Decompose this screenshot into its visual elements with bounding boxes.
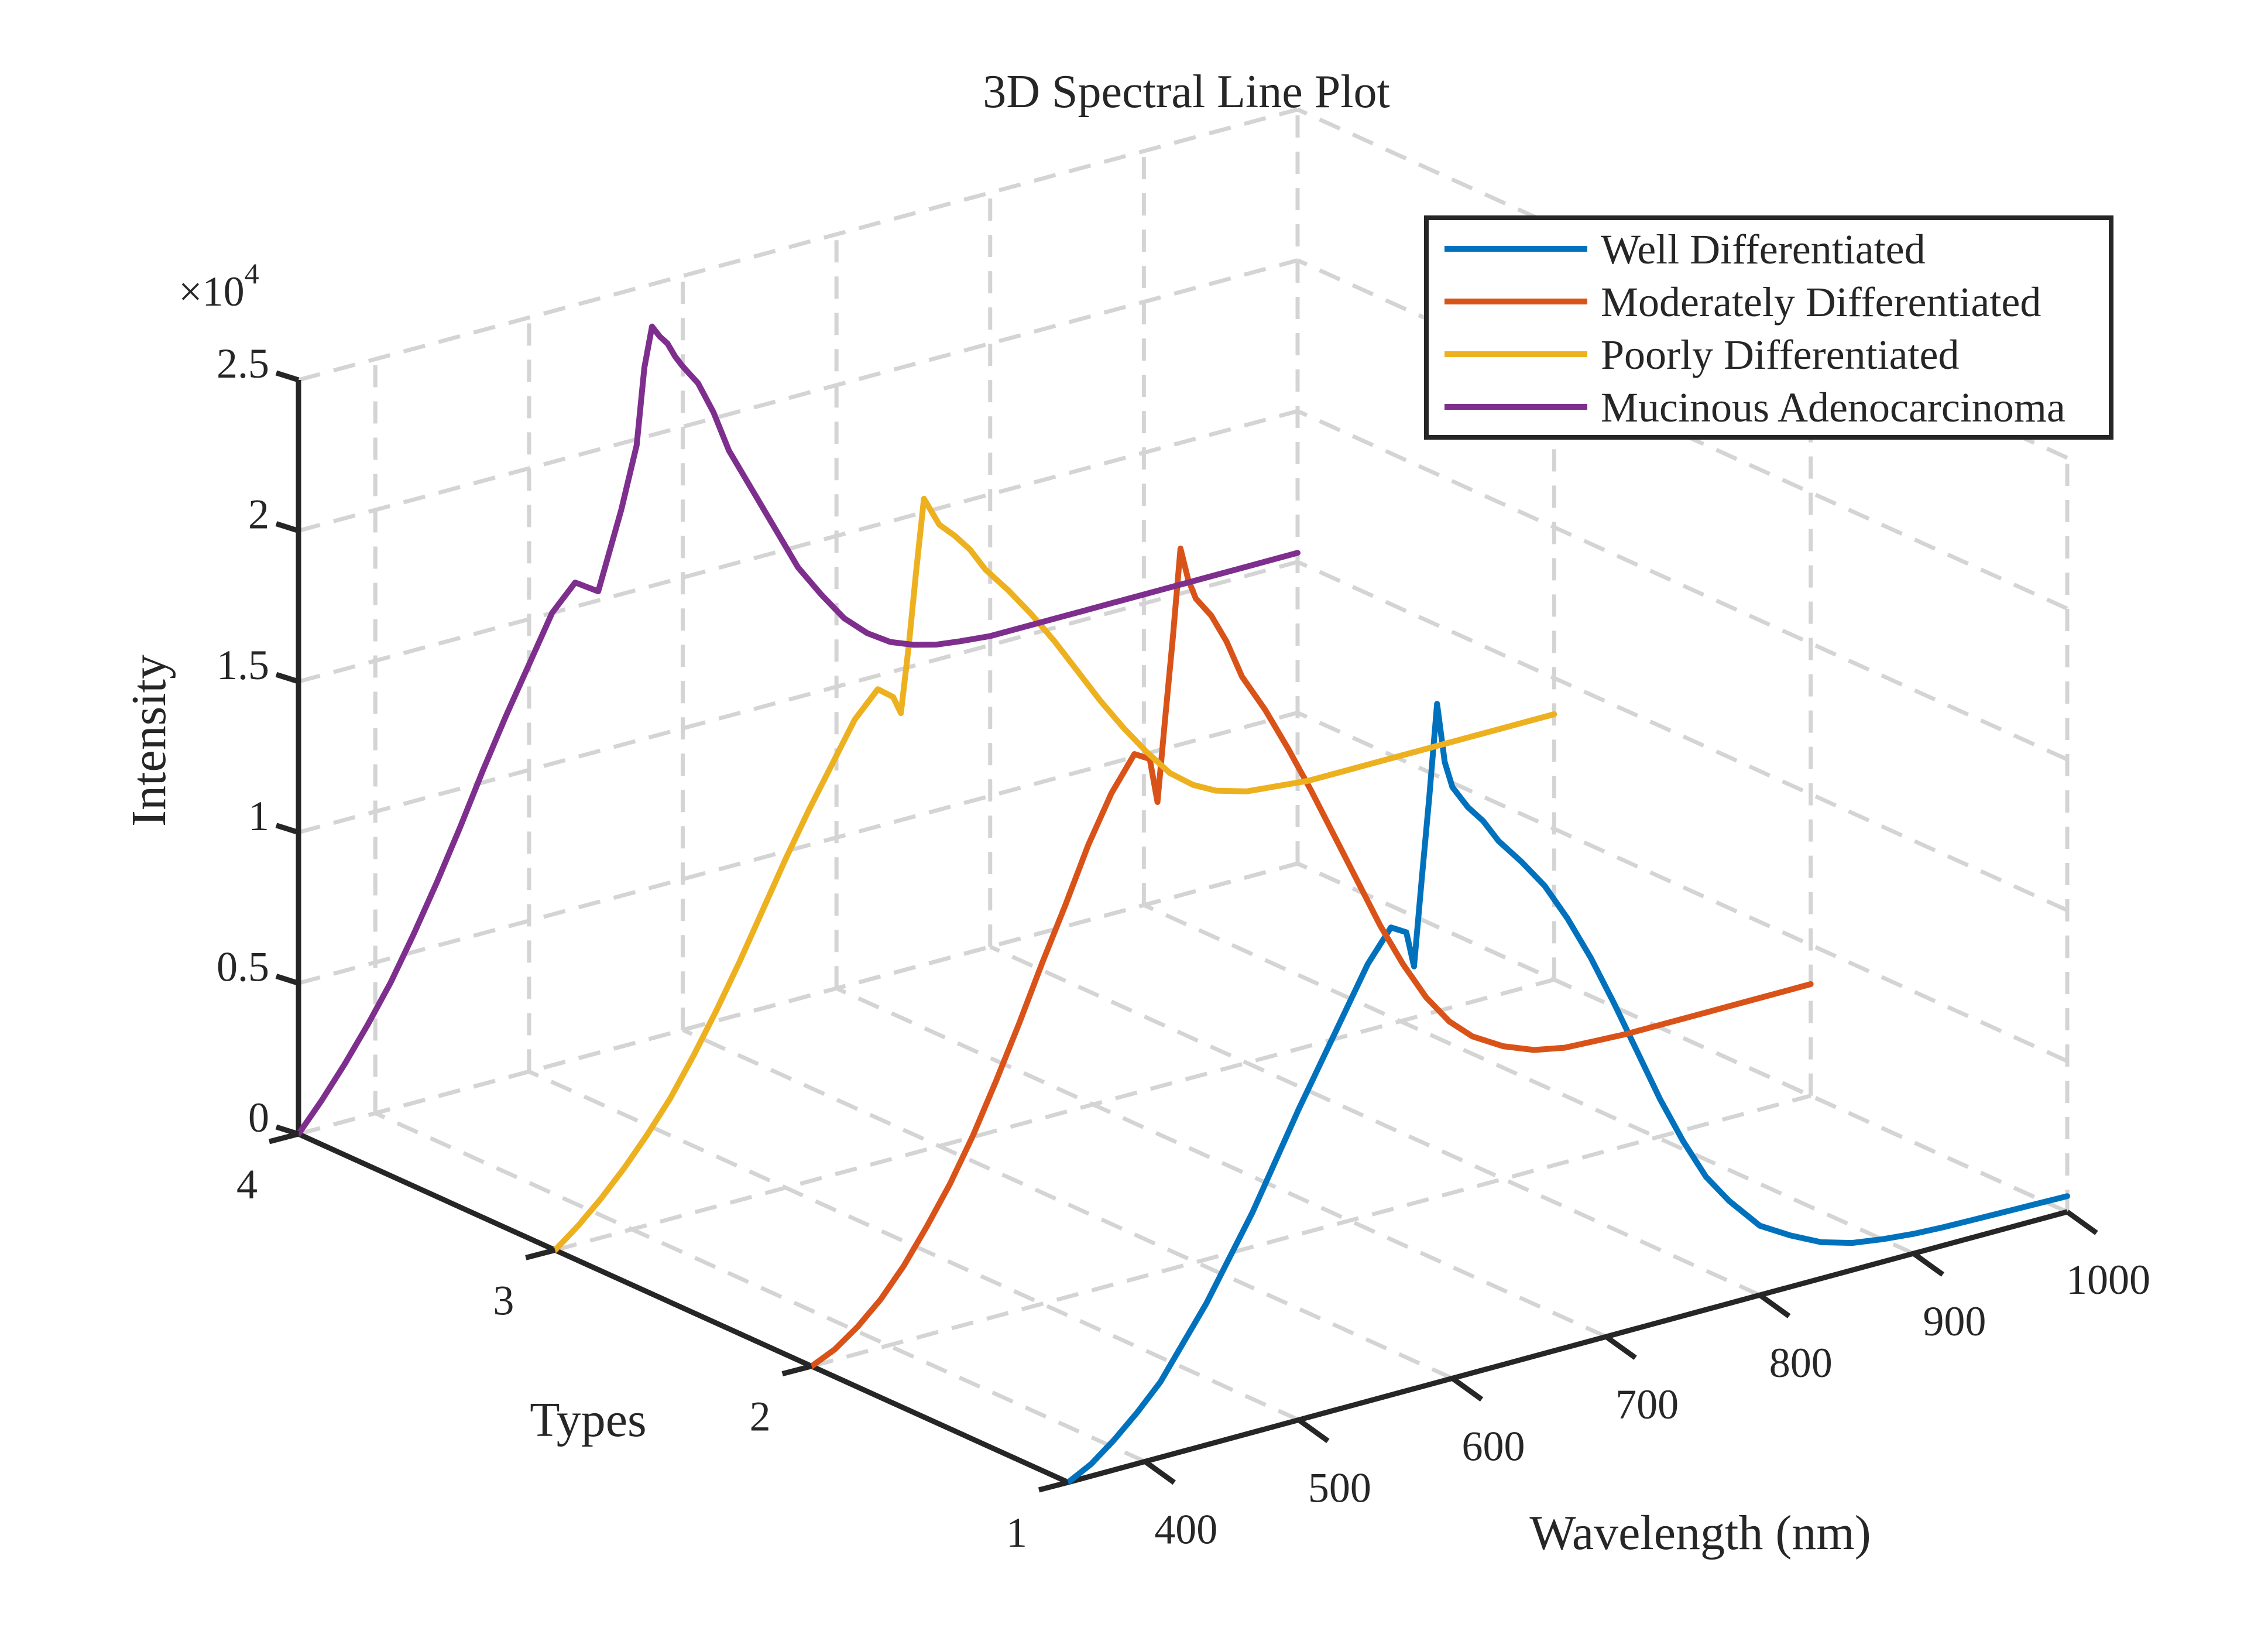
z-tick-mark <box>275 1124 300 1137</box>
y-tick-mark <box>781 1363 812 1377</box>
z-tick-mark <box>275 370 300 383</box>
grid-line-side-z <box>1296 409 2068 762</box>
chart-title: 3D Spectral Line Plot <box>983 66 1389 118</box>
z-tick-label: 2.5 <box>217 340 269 387</box>
grid-line-back-z <box>298 409 1298 684</box>
x-tick-mark <box>1297 1417 1330 1444</box>
x-tick-label: 700 <box>1615 1381 1679 1428</box>
legend: Well Differentiated Moderately Differenti… <box>1424 215 2113 440</box>
y-tick-mark <box>268 1131 300 1145</box>
x-tick-label: 800 <box>1769 1339 1833 1386</box>
grid-line-floor-y <box>811 1094 1811 1369</box>
x-axis-line <box>1067 1209 2068 1485</box>
z-tick-label: 0 <box>248 1094 269 1141</box>
z-exponent-base: ×10 <box>179 268 245 315</box>
grid-line-floor-x <box>1142 903 1914 1256</box>
x-tick-mark <box>1758 1293 1791 1318</box>
grid-line-floor-y <box>554 977 1555 1252</box>
x-tick-mark <box>1604 1334 1637 1360</box>
tick-labels: 400 500 600 700 800 900 1000 1 2 3 4 0 0.5 1 1.5 2 2.5 <box>217 340 2150 1556</box>
grid-line-floor-x <box>989 944 1761 1297</box>
x-tick-mark <box>1912 1251 1945 1277</box>
x-axis-label: Wavelength (nm) <box>1529 1506 1871 1560</box>
z-tick-label: 1 <box>248 793 269 840</box>
grid-line-floor-x <box>374 1111 1146 1464</box>
series-line-2 <box>808 545 1814 1369</box>
y-tick-label: 1 <box>1006 1509 1027 1556</box>
grid-line-back-z <box>298 560 1298 835</box>
y-tick-mark <box>1038 1479 1069 1493</box>
grid-line-side-z <box>1296 107 2068 460</box>
grid-line-back-z <box>298 107 1298 382</box>
z-tick-label: 0.5 <box>217 943 269 990</box>
y-tick-label: 2 <box>750 1393 771 1440</box>
z-exponent-label: ×104 <box>179 257 259 315</box>
z-exponent-power: 4 <box>245 257 259 290</box>
y-axis-line <box>297 1131 1069 1485</box>
grid-line-back-z <box>298 861 1298 1136</box>
legend-label: Poorly Differentiated <box>1601 331 1960 378</box>
x-tick-mark <box>1450 1376 1484 1402</box>
grid-line-floor-x <box>835 986 1607 1339</box>
x-tick-label: 1000 <box>2066 1256 2150 1303</box>
z-tick-mark <box>275 521 300 533</box>
grid-line-side-z <box>1296 861 2068 1214</box>
legend-label: Moderately Differentiated <box>1601 279 2041 326</box>
grid-line-back-z <box>298 711 1298 985</box>
x-tick-label: 400 <box>1154 1506 1217 1553</box>
legend-label: Well Differentiated <box>1601 226 1926 273</box>
grid-line-floor-x <box>682 1028 1453 1380</box>
series-line-3 <box>552 495 1557 1253</box>
x-tick-label: 600 <box>1462 1423 1525 1469</box>
z-tick-mark <box>275 671 300 684</box>
legend-label: Mucinous Adenocarcinoma <box>1601 384 2065 431</box>
x-tick-label: 500 <box>1308 1464 1371 1511</box>
z-tick-mark <box>275 974 300 986</box>
series-line-1 <box>1065 701 2070 1485</box>
grid-line-side-z <box>1296 560 2068 912</box>
grid-line-floor-x <box>528 1070 1300 1422</box>
y-tick-label: 4 <box>236 1161 258 1208</box>
grid-line-back-z <box>298 258 1298 533</box>
x-tick-mark <box>1143 1459 1176 1485</box>
grid-line-side-z <box>1296 711 2068 1063</box>
z-tick-label: 2 <box>248 491 269 538</box>
axes <box>296 380 2068 1485</box>
x-tick-label: 900 <box>1923 1298 1986 1345</box>
y-tick-label: 3 <box>493 1277 514 1324</box>
z-tick-mark <box>275 823 300 835</box>
series-line-4 <box>296 323 1301 1137</box>
x-tick-mark <box>2065 1210 2098 1235</box>
legend-box <box>1424 215 2113 440</box>
z-axis-label: Intensity <box>122 655 176 827</box>
y-tick-mark <box>525 1247 556 1260</box>
y-axis-label: Types <box>530 1393 646 1447</box>
z-tick-label: 1.5 <box>217 642 269 688</box>
series-lines <box>296 323 2070 1485</box>
